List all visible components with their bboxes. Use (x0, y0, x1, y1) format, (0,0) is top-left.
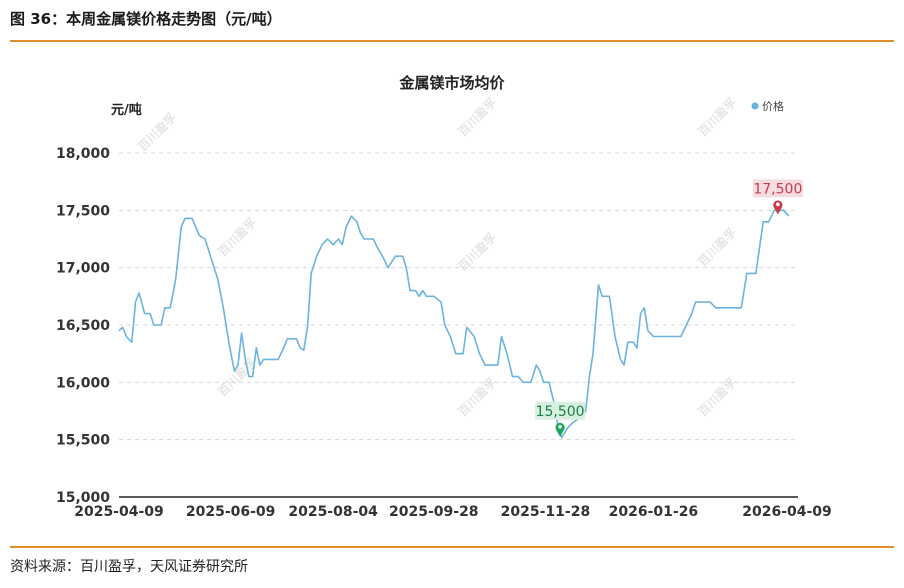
y-axis-label: 元/吨 (111, 102, 142, 118)
watermark-text: 百川盈孚 (695, 375, 740, 420)
grid (119, 152, 798, 441)
y-tick-label: 15,500 (56, 433, 110, 449)
y-tick-label: 15,000 (56, 490, 110, 506)
x-tick-label: 2025-11-28 (501, 504, 591, 520)
y-tick-label: 17,500 (56, 203, 110, 219)
top-divider (10, 40, 894, 42)
marker-label: 17,500 (753, 181, 802, 197)
series-line-price (118, 209, 790, 439)
x-tick-label: 2026-01-26 (609, 504, 699, 520)
figure-title: 图 36：本周金属镁价格走势图（元/吨） (10, 10, 282, 28)
bottom-divider (10, 546, 894, 548)
marker-pin-dot (558, 424, 562, 429)
y-tick-label: 16,000 (56, 375, 110, 391)
x-ticks: 2025-04-09 2025-06-09 2025-08-04 2025-09-28… (74, 504, 832, 520)
x-tick-label: 2025-09-28 (389, 504, 479, 520)
y-tick-label: 16,500 (56, 318, 110, 334)
watermark-text: 百川盈孚 (215, 215, 260, 260)
marker-pin-dot (776, 202, 780, 207)
y-tick-label: 18,000 (56, 146, 110, 162)
marker-pin-icon (555, 422, 565, 437)
marker-label-group: 15,500 (535, 401, 586, 437)
watermark-text: 百川盈孚 (695, 95, 740, 140)
y-tick-label: 17,000 (56, 261, 110, 277)
marker-label-bg (752, 179, 803, 198)
x-tick-label: 2025-08-04 (288, 504, 378, 520)
marker-pin-icon (773, 200, 783, 215)
markers: 17,500 15,500 (535, 179, 803, 437)
watermark-text: 百川盈孚 (455, 375, 500, 420)
watermark-text: 百川盈孚 (455, 95, 500, 140)
legend: 价格 (751, 99, 784, 113)
x-tick-label: 2025-04-09 (74, 504, 164, 520)
source-note: 资料来源：百川盈孚，天风证券研究所 (10, 559, 248, 575)
marker-label-bg (535, 401, 586, 420)
chart-title: 金属镁市场均价 (398, 74, 505, 92)
x-tick-label: 2026-04-09 (742, 504, 832, 520)
watermark-text: 百川盈孚 (455, 230, 500, 275)
y-ticks: 15,000 15,500 16,000 16,500 17,000 17,500 18,0… (56, 146, 110, 506)
legend-dot (751, 102, 759, 110)
marker-label-group: 17,500 (752, 179, 803, 215)
x-tick-label: 2025-06-09 (186, 504, 276, 520)
legend-label: 价格 (762, 99, 784, 113)
marker-label: 15,500 (536, 404, 585, 420)
watermark-text: 百川盈孚 (695, 225, 740, 270)
